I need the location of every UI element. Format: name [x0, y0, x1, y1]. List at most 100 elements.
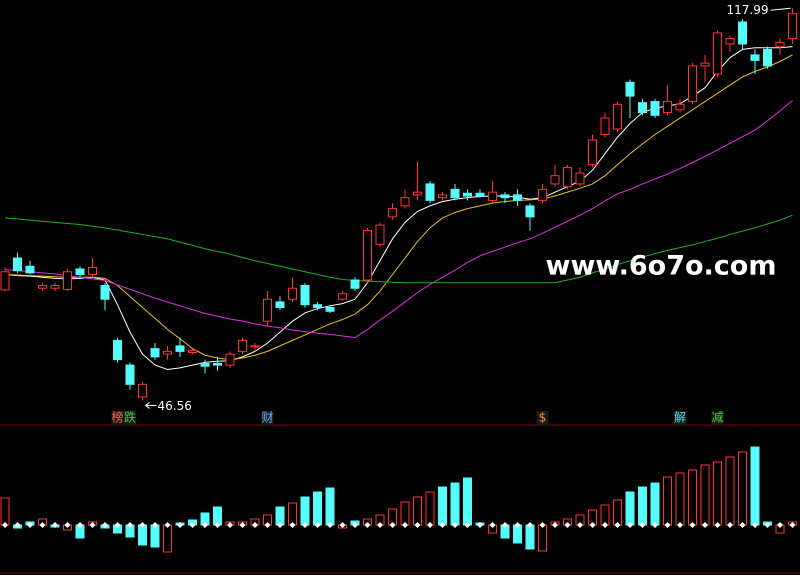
baseline-diamond — [227, 522, 233, 528]
candle-body — [563, 166, 572, 188]
event-label: $ — [539, 411, 547, 425]
baseline-diamond — [789, 522, 796, 528]
baseline-diamond — [139, 522, 146, 528]
candle-body — [50, 284, 60, 289]
candle-body — [550, 175, 560, 185]
candle-body — [600, 117, 610, 136]
candle-body — [713, 32, 722, 75]
annotation-arrow — [770, 7, 791, 11]
watermark: www.6o7o.com — [546, 251, 777, 282]
indicator-bar — [638, 486, 647, 526]
candle-body — [325, 306, 335, 312]
candle-body — [388, 208, 397, 218]
candle-body — [613, 103, 622, 130]
baseline-diamond — [564, 522, 571, 528]
baseline-diamond — [64, 522, 71, 528]
indicator-bar — [750, 446, 760, 526]
indicator-bar — [425, 491, 435, 526]
candle-body — [38, 284, 47, 289]
indicator-bar — [538, 524, 547, 552]
candle-body — [163, 350, 172, 355]
indicator-bar — [0, 497, 10, 526]
indicator-bar — [163, 524, 172, 553]
baseline-diamond — [52, 522, 58, 528]
indicator-bar — [300, 496, 310, 526]
candle-body — [750, 54, 760, 61]
indicator-bar — [613, 499, 622, 526]
baseline-diamond — [114, 522, 121, 528]
event-box — [111, 411, 124, 425]
candle-body — [700, 62, 710, 67]
indicator-bar — [663, 476, 672, 526]
candle-body — [188, 349, 197, 353]
event-box — [711, 411, 724, 425]
indicator-bar — [688, 469, 697, 526]
baseline-diamond — [677, 522, 683, 528]
candle-body — [513, 194, 522, 201]
candle-body — [100, 284, 110, 300]
baseline-diamond — [739, 522, 746, 528]
event-box — [124, 411, 136, 425]
candle-body — [475, 192, 485, 197]
candle-body — [438, 194, 447, 199]
baseline-diamond — [89, 522, 96, 528]
candle-body — [288, 287, 297, 300]
candle-body — [725, 37, 735, 45]
candle-body — [788, 13, 797, 39]
candle-body — [200, 362, 210, 367]
baseline-diamond — [752, 522, 758, 528]
baseline-diamond — [627, 522, 633, 528]
candle-body — [138, 383, 147, 398]
baseline-diamond — [302, 522, 308, 528]
indicator-bar — [625, 491, 635, 526]
candle-body — [88, 266, 97, 276]
baseline-diamond — [364, 522, 371, 528]
candle-body — [263, 298, 272, 322]
indicator-bar — [675, 472, 685, 526]
baseline-diamond — [177, 522, 183, 528]
baseline-diamond — [264, 522, 271, 528]
baseline-diamond — [714, 522, 721, 528]
candle-body — [463, 192, 472, 197]
baseline-diamond — [702, 522, 708, 528]
baseline-diamond — [327, 522, 333, 528]
candle-body — [375, 224, 385, 245]
candle-body — [125, 364, 135, 385]
baseline-diamond — [277, 522, 283, 528]
candle-body — [275, 301, 285, 308]
baseline-diamond — [664, 522, 671, 528]
baseline-diamond — [439, 522, 446, 528]
baseline-diamond — [239, 522, 246, 528]
baseline-diamond — [202, 522, 208, 528]
baseline-diamond — [314, 522, 321, 528]
candle-body — [588, 139, 597, 166]
baseline-diamond — [27, 522, 33, 528]
baseline-diamond — [102, 522, 108, 528]
low-label: 46.56 — [158, 399, 192, 413]
indicator-bar — [738, 451, 747, 526]
candle-body — [250, 345, 260, 348]
baseline-diamond — [389, 522, 396, 528]
baseline-diamond — [452, 522, 458, 528]
indicator-bar — [463, 477, 472, 526]
event-box — [261, 411, 274, 425]
indicator-bar — [313, 491, 322, 526]
candle-body — [500, 194, 510, 199]
indicator-bar — [525, 524, 535, 550]
indicator-bar — [150, 524, 160, 548]
indicator-bar — [400, 501, 410, 526]
candle-body — [650, 101, 660, 116]
baseline-diamond — [602, 522, 608, 528]
annotation-arrowhead — [145, 402, 150, 409]
baseline-diamond — [2, 522, 8, 528]
candle-body — [313, 304, 322, 308]
candle-body — [350, 279, 360, 289]
indicator-bar — [325, 487, 335, 526]
candle-body — [225, 353, 235, 366]
baseline-diamond — [414, 522, 421, 528]
baseline-diamond — [152, 522, 158, 528]
candle-body — [663, 101, 672, 114]
candle-body — [13, 257, 22, 272]
baseline-diamond — [189, 522, 196, 528]
